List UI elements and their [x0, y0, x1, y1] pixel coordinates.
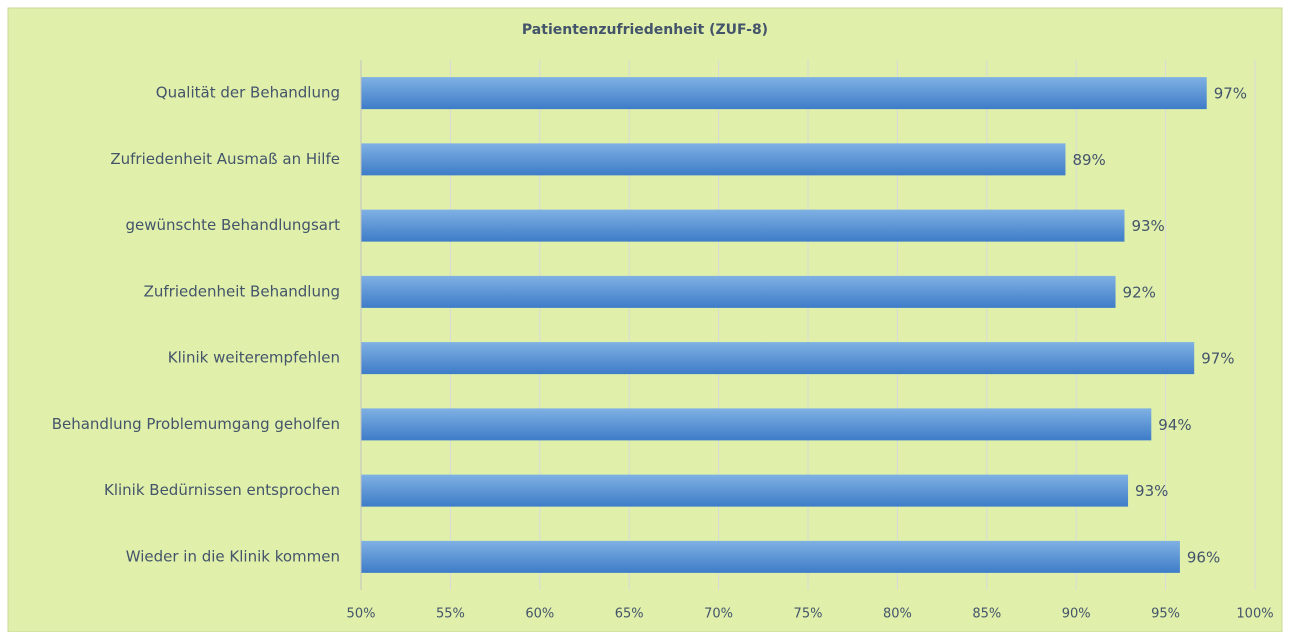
y-tick-label: Klinik weiterempfehlen: [168, 349, 340, 367]
x-tick-label: 95%: [1151, 607, 1180, 622]
y-tick-label: Klinik Bedürnissen entsprochen: [104, 481, 340, 499]
x-tick-label: 50%: [347, 607, 376, 622]
y-tick-label: Zufriedenheit Ausmaß an Hilfe: [110, 150, 340, 168]
x-tick-label: 100%: [1236, 607, 1273, 622]
x-tick-label: 80%: [883, 607, 912, 622]
bar: [361, 77, 1207, 110]
chart-title: Patientenzufriedenheit (ZUF-8): [522, 22, 768, 38]
y-tick-label: gewünschte Behandlungsart: [126, 216, 341, 234]
bar: [361, 143, 1066, 176]
data-label: 93%: [1135, 482, 1168, 500]
data-label: 97%: [1201, 350, 1234, 368]
y-tick-label: Qualität der Behandlung: [156, 84, 340, 102]
bar: [361, 540, 1180, 573]
chart-background: [7, 7, 1283, 633]
data-label: 93%: [1131, 217, 1164, 235]
data-label: 94%: [1158, 416, 1191, 434]
bar: [361, 408, 1152, 441]
bar: [361, 209, 1125, 242]
plot-area: 50% 55% 60% 65% 70% 75% 80% 85% 90% 95% 100% Qualit…: [52, 60, 1274, 622]
bar: [361, 474, 1129, 507]
x-tick-label: 65%: [615, 607, 644, 622]
x-tick-label: 60%: [525, 607, 554, 622]
y-tick-label: Zufriedenheit Behandlung: [144, 282, 340, 300]
x-tick-label: 70%: [704, 607, 733, 622]
x-tick-label: 55%: [436, 607, 465, 622]
x-tick-label: 90%: [1062, 607, 1091, 622]
data-label: 92%: [1123, 283, 1156, 301]
data-label: 97%: [1214, 85, 1247, 103]
bar: [361, 275, 1116, 308]
x-tick-label: 75%: [794, 607, 823, 622]
y-tick-label: Wieder in die Klinik kommen: [126, 547, 340, 565]
data-label: 89%: [1072, 151, 1105, 169]
y-tick-label: Behandlung Problemumgang geholfen: [52, 415, 340, 433]
x-tick-label: 85%: [972, 607, 1001, 622]
data-label: 96%: [1187, 548, 1220, 566]
bar: [361, 342, 1195, 375]
